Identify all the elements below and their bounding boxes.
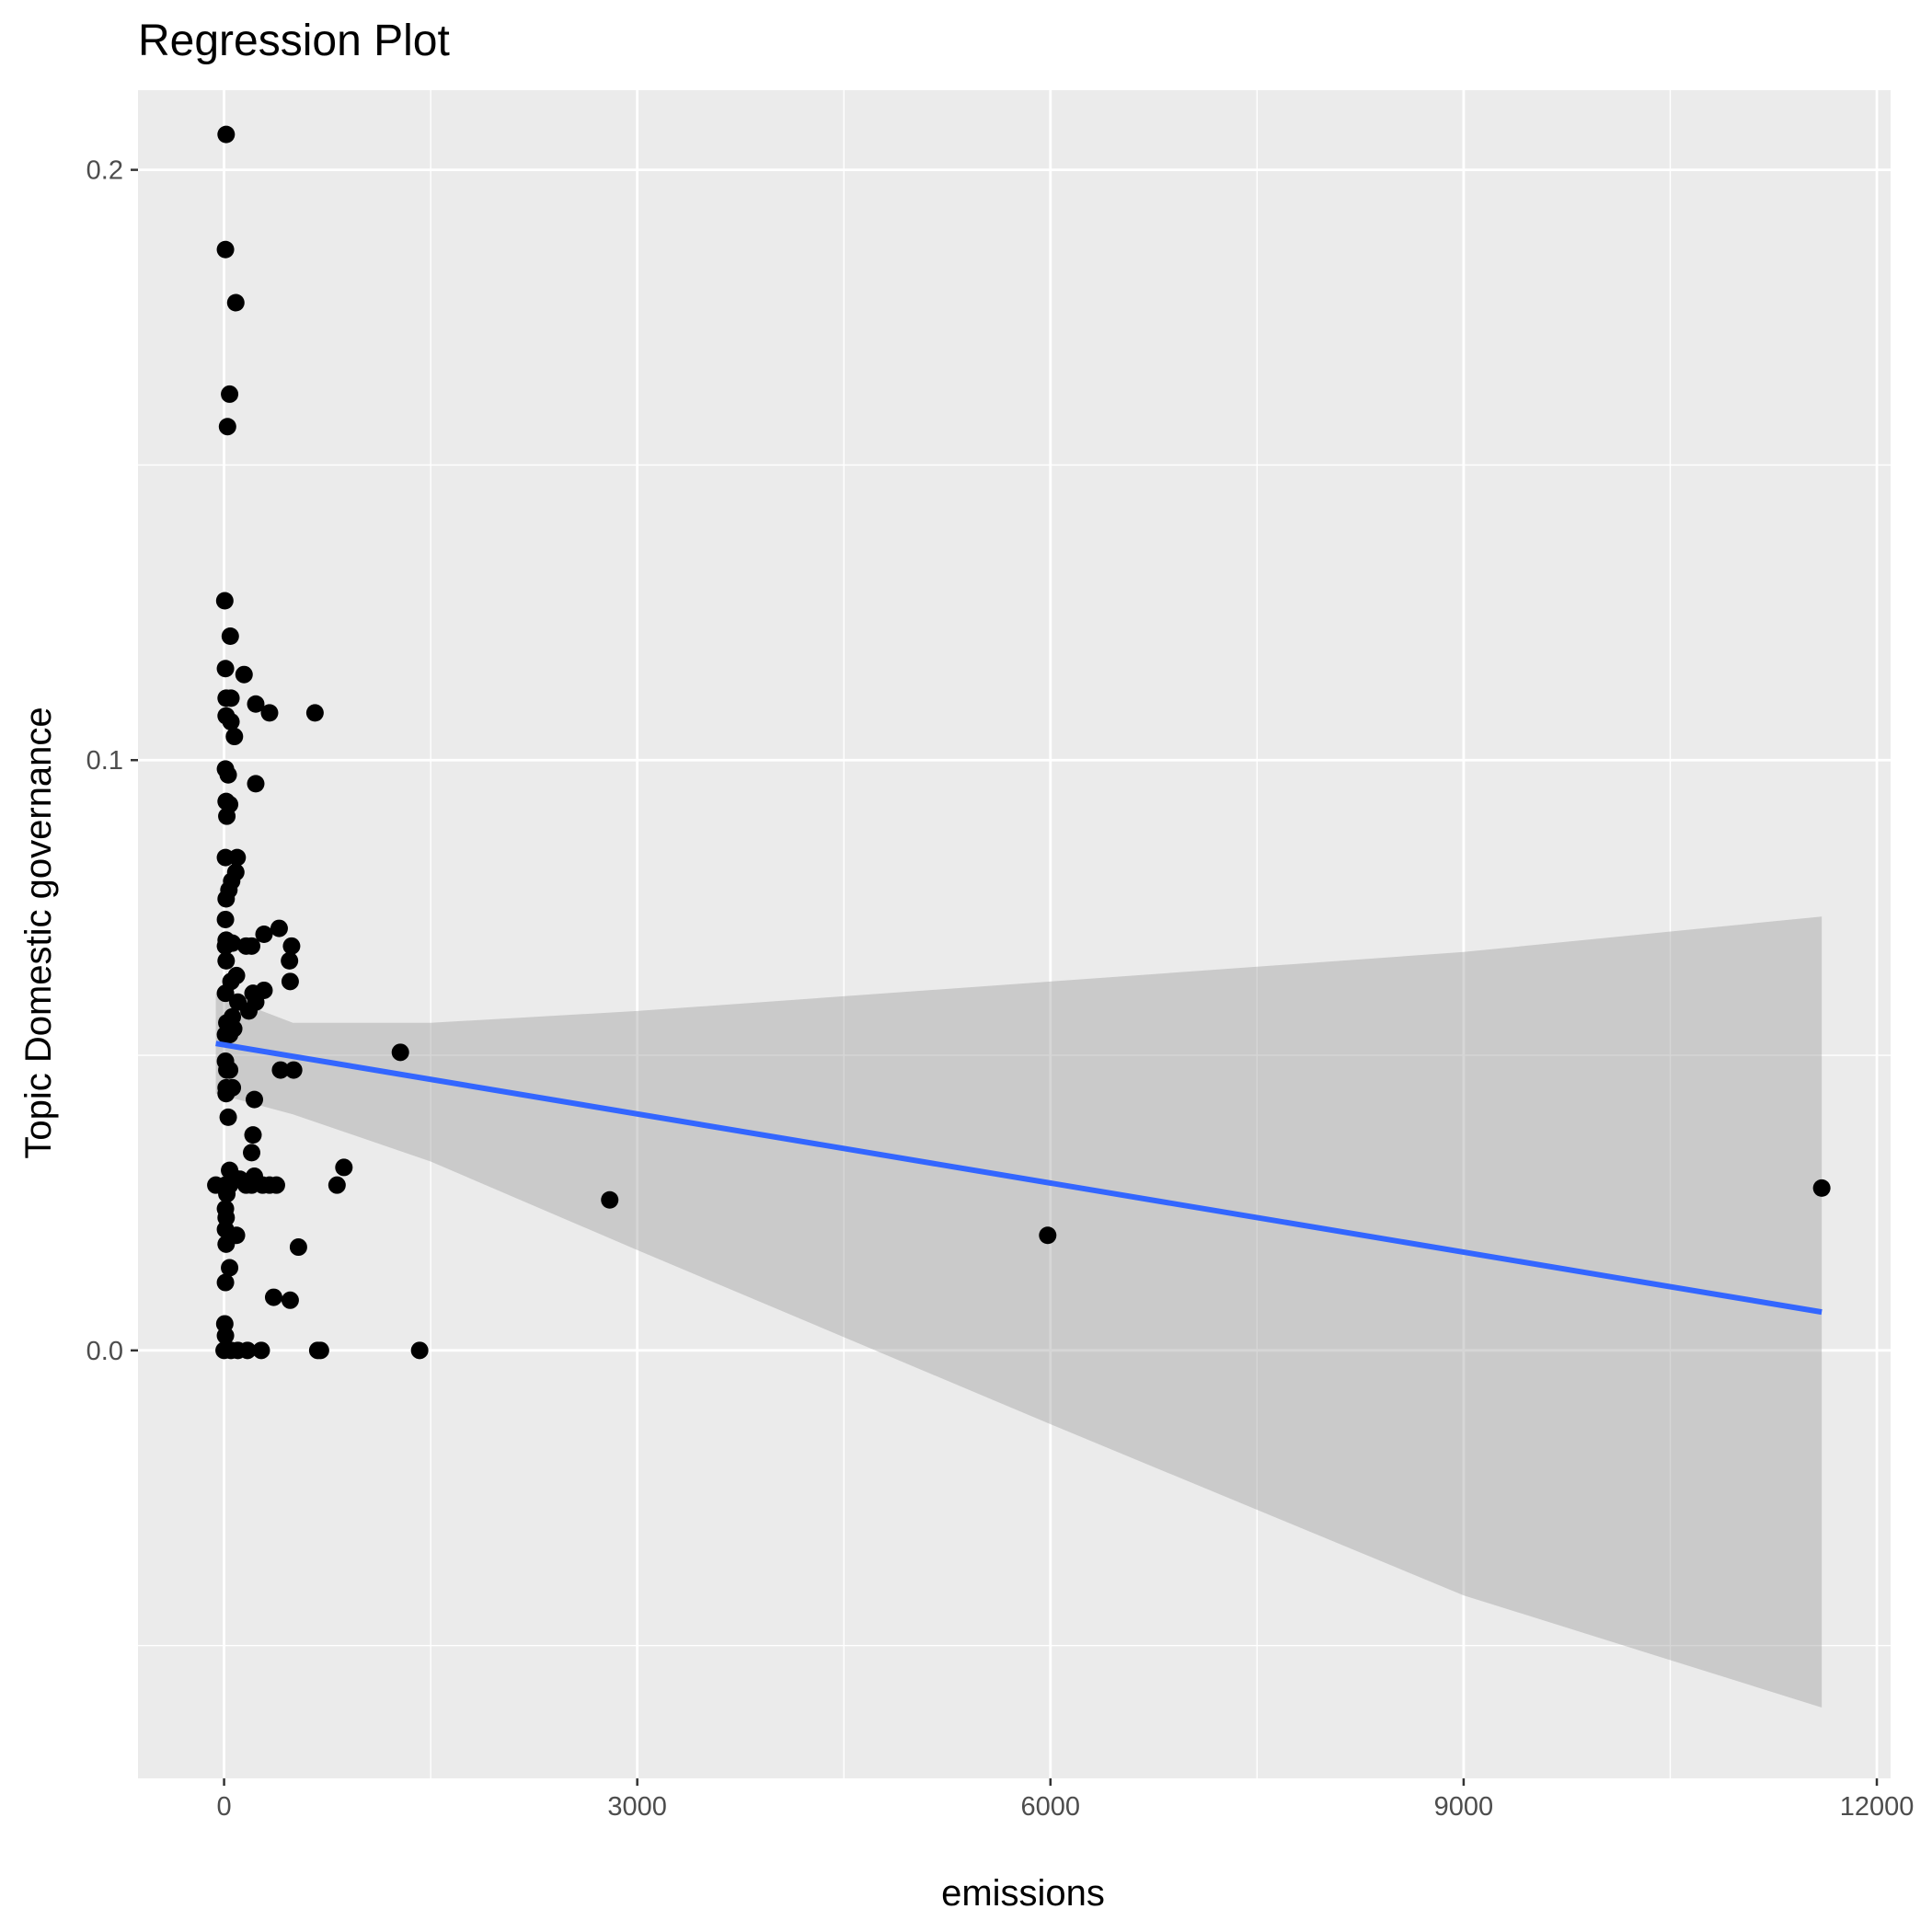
data-point (221, 1061, 239, 1079)
confidence-band (215, 916, 1823, 1708)
data-point (225, 728, 244, 746)
data-point (1812, 1179, 1831, 1197)
data-point (255, 926, 273, 943)
y-tick-label: 0.1 (86, 746, 123, 776)
data-point (1039, 1226, 1057, 1245)
data-point (221, 627, 239, 645)
data-point (222, 713, 240, 731)
data-point (235, 665, 253, 684)
data-point (216, 1273, 235, 1292)
chart-title: Regression Plot (138, 17, 450, 65)
data-point (601, 1190, 619, 1209)
x-tick-label: 3000 (607, 1792, 667, 1822)
data-point (289, 1238, 307, 1257)
data-point (243, 937, 261, 955)
data-point (216, 984, 235, 1003)
data-point (305, 704, 324, 722)
data-point (216, 937, 235, 955)
data-point (221, 1259, 239, 1277)
data-point (216, 660, 235, 678)
y-tick-label: 0.2 (86, 156, 123, 186)
data-point (271, 1061, 290, 1079)
data-point (228, 848, 247, 867)
data-point (219, 1108, 237, 1126)
data-point (226, 293, 245, 312)
data-point (238, 1341, 257, 1360)
x-axis-title: emissions (941, 1873, 1105, 1914)
data-point (216, 910, 235, 928)
data-point (218, 807, 236, 825)
data-point (244, 1126, 262, 1144)
data-point (217, 1235, 236, 1253)
data-point (267, 1176, 285, 1194)
x-tick-label: 12000 (1840, 1792, 1915, 1822)
data-point (311, 1341, 329, 1360)
x-tick-label: 0 (216, 1792, 231, 1822)
x-tick-label: 6000 (1021, 1792, 1081, 1822)
data-point (218, 418, 236, 436)
data-point (328, 1176, 346, 1194)
data-point (260, 704, 279, 722)
data-point (243, 1144, 261, 1162)
data-point (219, 765, 237, 784)
data-point (216, 1327, 235, 1345)
data-point (218, 1185, 236, 1203)
data-point (215, 592, 234, 610)
minor-gridlines (138, 90, 1891, 1778)
data-point (252, 1341, 270, 1360)
data-point (217, 951, 236, 970)
data-point (217, 890, 236, 908)
data-point (264, 1288, 282, 1306)
data-point (247, 775, 265, 793)
y-tick-label: 0.0 (86, 1337, 123, 1366)
x-tick-label: 9000 (1434, 1792, 1494, 1822)
data-point (221, 1026, 239, 1044)
data-point (246, 1090, 264, 1109)
data-point (247, 695, 265, 713)
y-axis: 0.0 0.1 0.2 (86, 156, 138, 1366)
data-point (217, 1085, 236, 1103)
data-point (281, 951, 299, 970)
data-point (217, 125, 236, 144)
regression-line (215, 1041, 1823, 1316)
data-point (270, 919, 288, 937)
data-point (240, 1002, 259, 1020)
major-gridlines (138, 90, 1891, 1778)
data-point (410, 1341, 429, 1360)
scatter-points (207, 125, 1831, 1360)
data-point (221, 385, 239, 403)
data-point (222, 689, 240, 707)
data-point (282, 937, 301, 955)
data-point (335, 1158, 353, 1177)
x-axis: 0 3000 6000 9000 12000 (216, 1778, 1914, 1822)
y-axis-title: Topic Domestic governance (18, 707, 59, 1158)
data-point (216, 240, 235, 259)
data-point (284, 1061, 303, 1079)
data-point (391, 1043, 409, 1062)
data-point (281, 972, 299, 991)
data-point (281, 1291, 299, 1309)
